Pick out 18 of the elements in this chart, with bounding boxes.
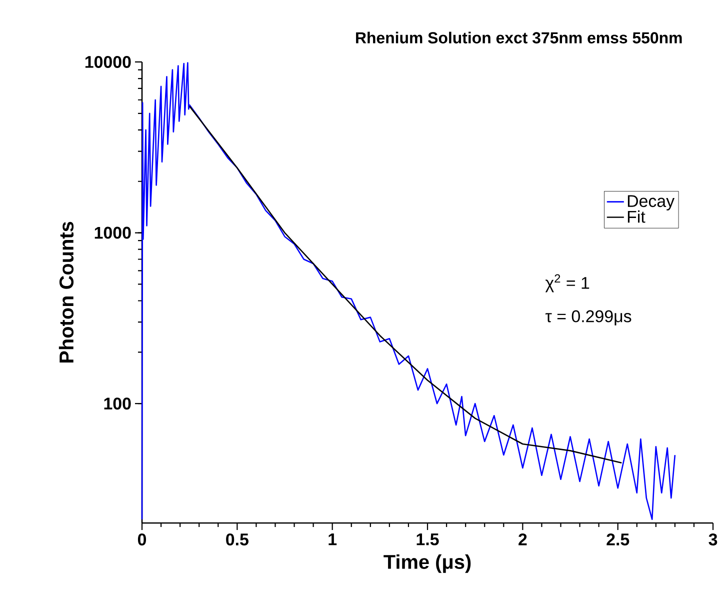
annotation: χ$^{2}$ = 1 [545,274,590,292]
y-tick-label: 10000 [85,56,131,68]
x-tick-label: 2.5 [606,533,630,546]
legend-label: Decay [628,195,675,210]
y-tick-label: 1000 [94,226,131,239]
y-axis-title: Photon Counts [58,222,74,363]
annotation: τ = 0.299μs [545,310,632,326]
y-tick-label: 100 [104,398,131,410]
x-axis-title: Time (μs) [384,554,471,573]
x-tick-label: 3 [708,533,718,546]
x-tick-label: 2 [518,533,527,546]
chart-title: Rhenium Solution exct 375nm emss 550nm [356,32,682,44]
legend-label: Fit [628,210,646,223]
x-tick-label: 0.5 [226,533,248,546]
x-tick-label: 1 [328,533,337,546]
x-tick-label: 1.5 [416,533,439,546]
line-series [141,62,676,520]
x-tick-label: 0 [138,533,146,546]
